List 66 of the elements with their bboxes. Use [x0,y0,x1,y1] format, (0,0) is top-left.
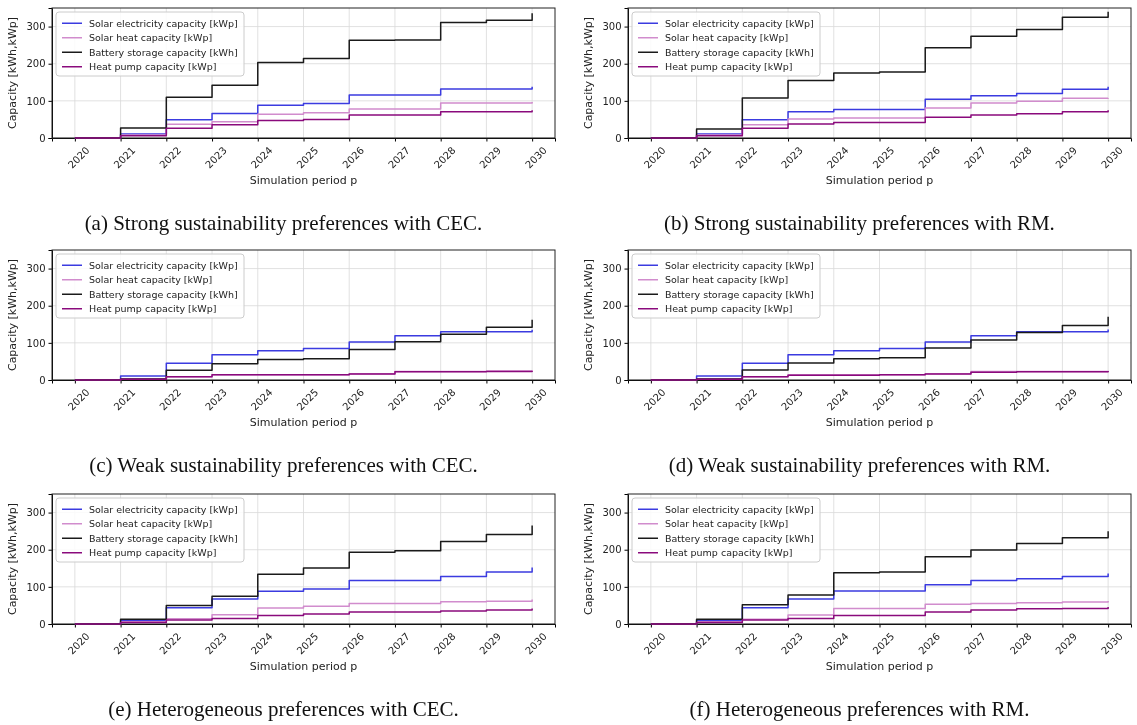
text: (f) Heterogeneous preferences with RM. [689,697,1030,721]
y-axis-title: Capacity [kWh,kWp] [582,16,595,130]
x-axis-title: Simulation period p [249,416,358,429]
y-tick-label: 200 [602,300,622,312]
x-axis-title: Simulation period p [249,174,358,187]
legend-label: Heat pump capacity [kWp] [665,61,793,73]
legend-label: Solar electricity capacity [kWp] [89,259,238,271]
y-tick-label: 200 [26,300,46,312]
y-tick-label: 100 [26,337,46,349]
legend-label: Battery storage capacity [kWh] [665,532,814,544]
y-axis-title: Capacity [kWh,kWp] [6,502,19,616]
text: (d) Weak sustainability preferences with RM. [668,453,1051,477]
y-tick-label: 100 [26,581,46,593]
y-tick-label: 300 [26,263,46,275]
legend-label: Battery storage capacity [kWh] [89,46,238,58]
legend-label: Solar heat capacity [kWp] [89,518,213,530]
legend-label: Solar electricity capacity [kWp] [89,503,238,515]
y-axis-title: Capacity [kWh,kWp] [6,16,19,130]
legend-label: Battery storage capacity [kWh] [89,532,238,544]
legend-label: Solar heat capacity [kWp] [89,274,213,286]
y-tick-label: 200 [602,544,622,556]
legend-label: Battery storage capacity [kWh] [665,46,814,58]
legend-label: Solar heat capacity [kWp] [665,518,789,530]
legend-label: Solar electricity capacity [kWp] [89,17,238,29]
legend-label: Heat pump capacity [kWp] [89,547,217,559]
y-tick-label: 100 [602,337,622,349]
y-axis-title: Capacity [kWh,kWp] [582,258,595,372]
legend-label: Solar heat capacity [kWp] [665,32,789,44]
y-tick-label: 300 [602,507,622,519]
legend-label: Heat pump capacity [kWp] [665,547,793,559]
legend-label: Solar electricity capacity [kWp] [665,503,814,515]
legend-label: Heat pump capacity [kWp] [665,303,793,315]
legend-label: Heat pump capacity [kWp] [89,61,217,73]
y-tick-label: 0 [615,618,622,630]
y-tick-label: 300 [602,263,622,275]
y-tick-label: 200 [602,58,622,70]
x-axis-title: Simulation period p [249,660,358,673]
text: (b) Strong sustainability preferences with RM. [664,211,1055,235]
y-tick-label: 100 [602,581,622,593]
x-axis-title: Simulation period p [825,416,934,429]
y-axis-title: Capacity [kWh,kWp] [582,502,595,616]
y-tick-label: 300 [26,21,46,33]
legend-label: Solar electricity capacity [kWp] [665,259,814,271]
legend-label: Battery storage capacity [kWh] [89,288,238,300]
legend-label: Battery storage capacity [kWh] [665,288,814,300]
text: (a) Strong sustainability preferences with CEC. [84,211,483,235]
y-tick-label: 200 [26,58,46,70]
legend-label: Heat pump capacity [kWp] [89,303,217,315]
y-tick-label: 0 [39,618,46,630]
y-tick-label: 100 [602,95,622,107]
x-axis-title: Simulation period p [825,660,934,673]
legend-label: Solar electricity capacity [kWp] [665,17,814,29]
x-axis-title: Simulation period p [825,174,934,187]
y-tick-label: 0 [39,132,46,144]
legend-label: Solar heat capacity [kWp] [665,274,789,286]
y-tick-label: 0 [615,132,622,144]
text: (c) Weak sustainability preferences with CEC. [89,453,478,477]
y-tick-label: 100 [26,95,46,107]
legend-label: Solar heat capacity [kWp] [89,32,213,44]
y-tick-label: 0 [39,374,46,386]
y-tick-label: 300 [26,507,46,519]
text: (e) Heterogeneous preferences with CEC. [108,697,459,721]
y-axis-title: Capacity [kWh,kWp] [6,258,19,372]
y-tick-label: 300 [602,21,622,33]
y-tick-label: 200 [26,544,46,556]
y-tick-label: 0 [615,374,622,386]
